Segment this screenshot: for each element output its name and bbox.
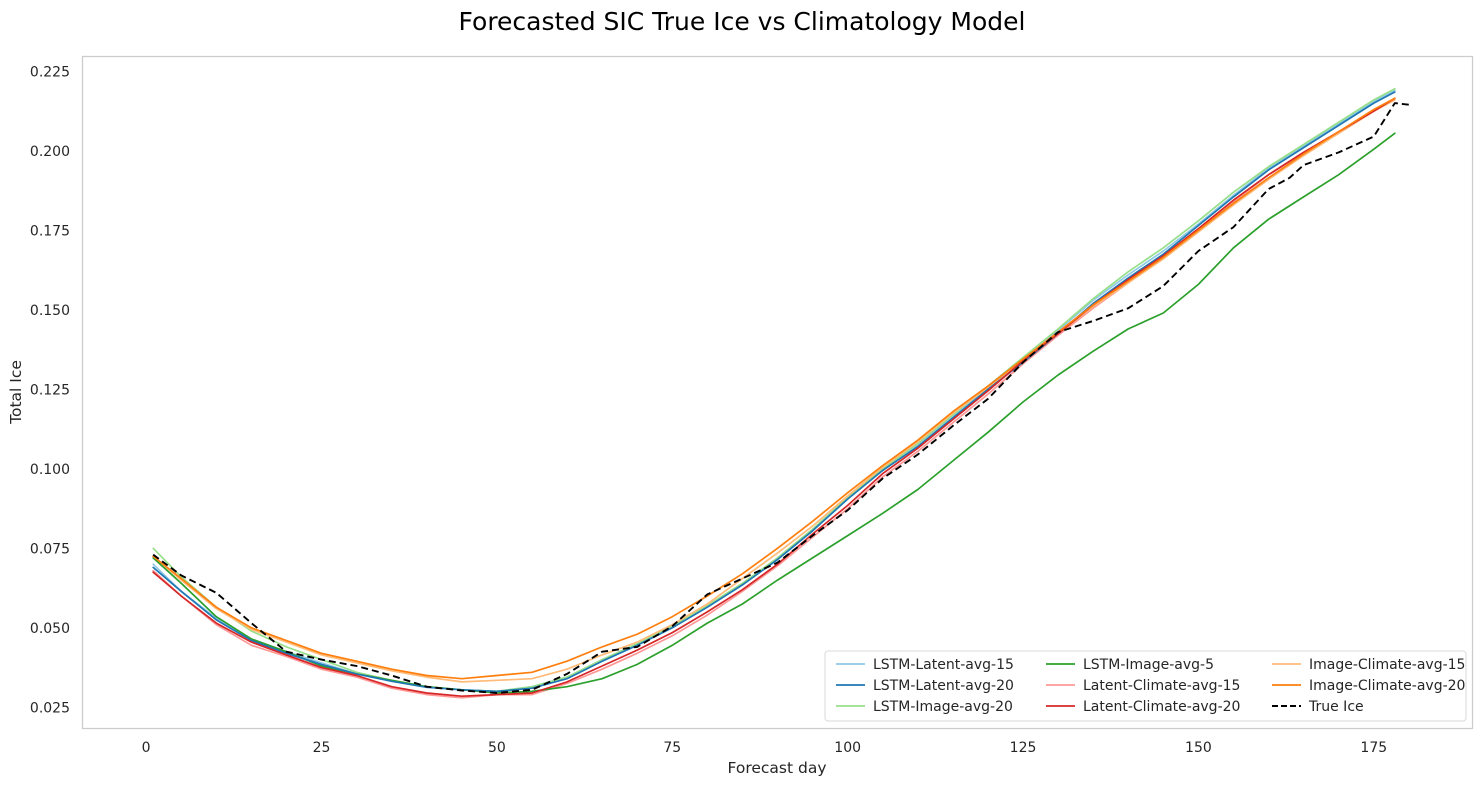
x-tick-label: 150 bbox=[1185, 740, 1212, 756]
series-line-latent-climate-avg-20 bbox=[152, 97, 1396, 698]
legend-label: Latent-Climate-avg-15 bbox=[1083, 678, 1240, 694]
y-tick-label: 0.050 bbox=[30, 621, 70, 637]
y-tick-label: 0.075 bbox=[30, 541, 70, 557]
legend-label: LSTM-Latent-avg-15 bbox=[873, 657, 1014, 673]
y-axis-label: Total Ice bbox=[7, 360, 25, 425]
y-axis-ticks: 0.025 0.050 0.075 0.100 0.125 0.150 0.175 0.200… bbox=[30, 64, 70, 716]
series-line-image-climate-avg-15 bbox=[152, 99, 1396, 683]
y-tick-label: 0.150 bbox=[30, 303, 70, 319]
legend-box bbox=[824, 650, 1467, 722]
series-lines bbox=[152, 87, 1410, 699]
y-tick-label: 0.200 bbox=[30, 144, 70, 160]
legend-label: LSTM-Image-avg-5 bbox=[1083, 657, 1214, 673]
legend-label: True Ice bbox=[1308, 699, 1364, 715]
x-axis-label: Forecast day bbox=[727, 759, 826, 777]
x-tick-label: 75 bbox=[663, 740, 681, 756]
series-line-lstm-image-avg-20 bbox=[152, 87, 1396, 693]
x-tick-label: 25 bbox=[313, 740, 331, 756]
series-line-image-climate-avg-20 bbox=[152, 97, 1396, 680]
x-tick-label: 0 bbox=[142, 740, 151, 756]
x-tick-label: 50 bbox=[488, 740, 506, 756]
y-tick-label: 0.100 bbox=[30, 462, 70, 478]
legend-label: Image-Climate-avg-15 bbox=[1309, 657, 1465, 673]
series-line-lstm-latent-avg-15 bbox=[152, 89, 1396, 693]
legend-label: LSTM-Latent-avg-20 bbox=[873, 678, 1014, 694]
y-tick-label: 0.225 bbox=[30, 64, 70, 80]
legend-label: Image-Climate-avg-20 bbox=[1309, 678, 1465, 694]
x-tick-label: 100 bbox=[834, 740, 861, 756]
x-tick-label: 125 bbox=[1010, 740, 1037, 756]
legend-label: LSTM-Image-avg-20 bbox=[873, 699, 1013, 715]
series-line-latent-climate-avg-15 bbox=[152, 99, 1396, 699]
y-tick-label: 0.175 bbox=[30, 223, 70, 239]
legend-label: Latent-Climate-avg-20 bbox=[1083, 699, 1240, 715]
x-axis-ticks: 0 25 50 75 100 125 150 175 bbox=[142, 740, 1387, 756]
y-tick-label: 0.125 bbox=[30, 382, 70, 398]
plot-area-frame bbox=[81, 55, 1474, 730]
y-tick-label: 0.025 bbox=[30, 700, 70, 716]
legend: LSTM-Latent-avg-15 LSTM-Latent-avg-20 LSTM… bbox=[824, 650, 1467, 722]
series-line-lstm-latent-avg-20 bbox=[152, 91, 1396, 693]
chart-title: Forecasted SIC True Ice vs Climatology M… bbox=[459, 7, 1026, 36]
series-line-true-ice bbox=[152, 102, 1410, 694]
x-tick-label: 175 bbox=[1360, 740, 1387, 756]
